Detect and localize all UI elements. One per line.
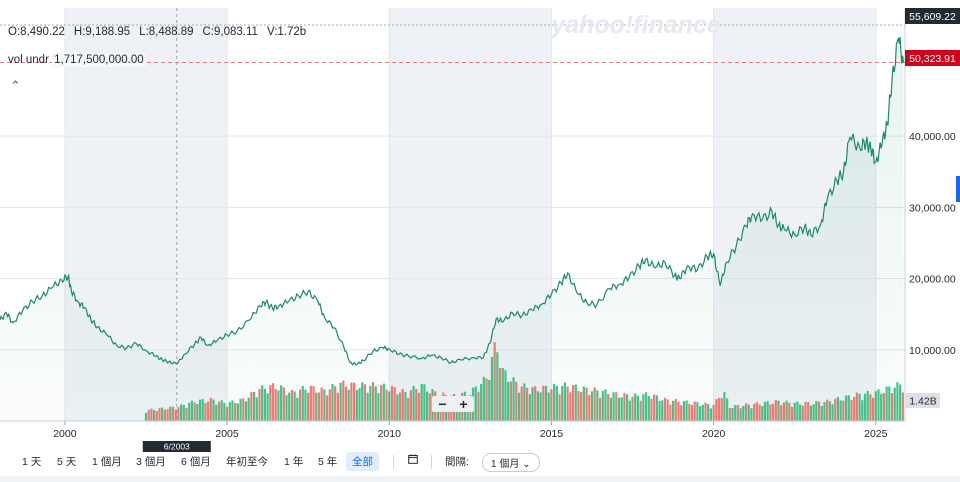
volume-value: V:1.72b	[266, 26, 307, 38]
scroll-handle[interactable]	[956, 176, 960, 202]
y-tick-label: 40,000.00	[909, 131, 956, 143]
bottom-bar	[0, 476, 960, 482]
volume-badge: 1.42B	[906, 393, 940, 408]
x-tick-label: 2010	[378, 428, 402, 440]
toolbar-divider	[393, 455, 394, 469]
watermark: yahoo!finance	[549, 11, 721, 39]
interval-select[interactable]: 1 個月 ⌄	[482, 453, 540, 472]
x-tick-label: 2000	[53, 428, 77, 440]
calendar-icon[interactable]	[408, 454, 418, 467]
x-tick-label: 2025	[864, 428, 888, 440]
crosshair-date-label: 6/2003	[164, 442, 190, 452]
open-value: O:8,490.22	[8, 26, 65, 38]
ohlc-readout: O:8,490.22 H:9,188.95 L:8,488.89 C:9,083.11…	[8, 26, 315, 38]
y-tick-label: 30,000.00	[909, 202, 956, 214]
top-price-label: 55,609.22	[909, 11, 956, 23]
range-1y-button[interactable]: 1 年	[284, 456, 304, 468]
volume-indicator-value: 1,717,500,000.00	[52, 53, 146, 67]
range-3m-button[interactable]: 3 個月	[136, 456, 166, 468]
zoom-control: − +	[432, 396, 474, 412]
price-line	[0, 36, 904, 366]
price-area-fill	[0, 36, 904, 422]
interval-label: 間隔:	[445, 456, 469, 468]
range-1d-button[interactable]: 1 天	[22, 456, 42, 468]
current-price-badge: 50,323.91	[905, 50, 960, 66]
y-tick-label: 10,000.00	[909, 345, 956, 357]
range-toolbar: 1 天 5 天 1 個月 3 個月 6 個月 年初至今 1 年 5 年 全部 間…	[0, 448, 960, 476]
range-5y-button[interactable]: 5 年	[318, 456, 338, 468]
high-value: H:9,188.95	[73, 26, 131, 38]
x-tick-label: 2015	[540, 428, 564, 440]
volume-indicator-label: vol undr	[8, 54, 49, 66]
volume-badge-label: 1.42B	[909, 396, 936, 408]
low-value: L:8,488.89	[139, 26, 194, 38]
y-tick-label: 20,000.00	[909, 274, 956, 286]
range-6m-button[interactable]: 6 個月	[181, 456, 211, 468]
range-1m-button[interactable]: 1 個月	[92, 456, 122, 468]
current-price-label: 50,323.91	[909, 53, 956, 65]
range-all-button[interactable]: 全部	[346, 452, 379, 471]
range-ytd-button[interactable]: 年初至今	[226, 456, 268, 468]
top-price-badge: 55,609.22	[905, 8, 960, 24]
chevron-up-icon[interactable]: ⌃	[10, 78, 21, 93]
close-value: C:9,083.11	[202, 26, 258, 38]
x-tick-label: 2005	[215, 428, 239, 440]
zoom-out-button[interactable]: −	[438, 396, 447, 412]
range-5d-button[interactable]: 5 天	[57, 456, 77, 468]
zoom-in-button[interactable]: +	[459, 396, 468, 412]
crosshair-date-badge: 6/2003	[142, 441, 211, 452]
volume-indicator[interactable]: vol undr 1,717,500,000.00	[8, 53, 146, 67]
x-tick-label: 2020	[702, 428, 726, 440]
toolbar-divider	[431, 455, 432, 469]
